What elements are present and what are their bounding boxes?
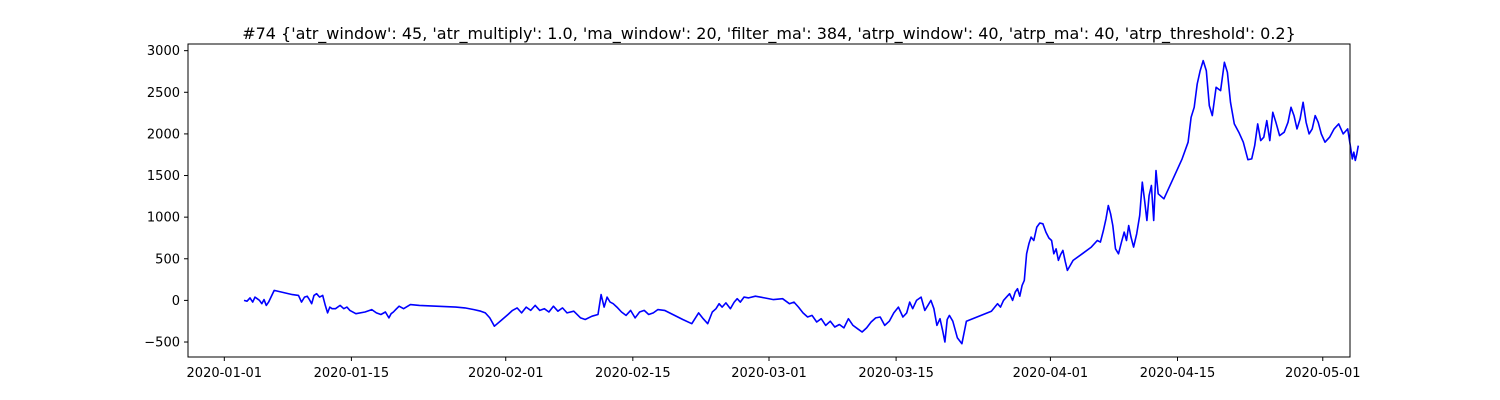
x-tick-label: 2020-05-01: [1285, 366, 1361, 381]
y-tick-label: 500: [155, 252, 180, 267]
x-tick-label: 2020-04-01: [1013, 366, 1089, 381]
axes-frame: [187, 43, 1351, 358]
x-tick-label: 2020-02-15: [595, 366, 671, 381]
y-tick-label: −500: [144, 336, 180, 351]
y-axis: −500 0 500 1000 1500 2000 2500 3000: [144, 44, 188, 351]
x-axis: 2020-01-01 2020-01-15 2020-02-01 2020-02-15…: [187, 357, 1361, 381]
y-tick-label: 0: [172, 294, 180, 309]
y-tick-label: 1500: [147, 169, 180, 184]
chart-title: #74 {'atr_window': 45, 'atr_multiply': 1…: [242, 24, 1296, 44]
y-tick-label: 1000: [147, 211, 180, 226]
plot-area: [243, 59, 1360, 345]
x-tick-label: 2020-02-01: [468, 366, 544, 381]
x-tick-label: 2020-01-01: [187, 366, 263, 381]
y-tick-label: 2500: [147, 86, 180, 101]
y-tick-label: 3000: [147, 44, 180, 59]
x-tick-label: 2020-04-15: [1140, 366, 1216, 381]
x-tick-label: 2020-03-15: [858, 366, 934, 381]
x-tick-label: 2020-03-01: [731, 366, 807, 381]
series-line-0: [243, 59, 1360, 345]
y-tick-label: 2000: [147, 127, 180, 142]
x-tick-label: 2020-01-15: [314, 366, 390, 381]
